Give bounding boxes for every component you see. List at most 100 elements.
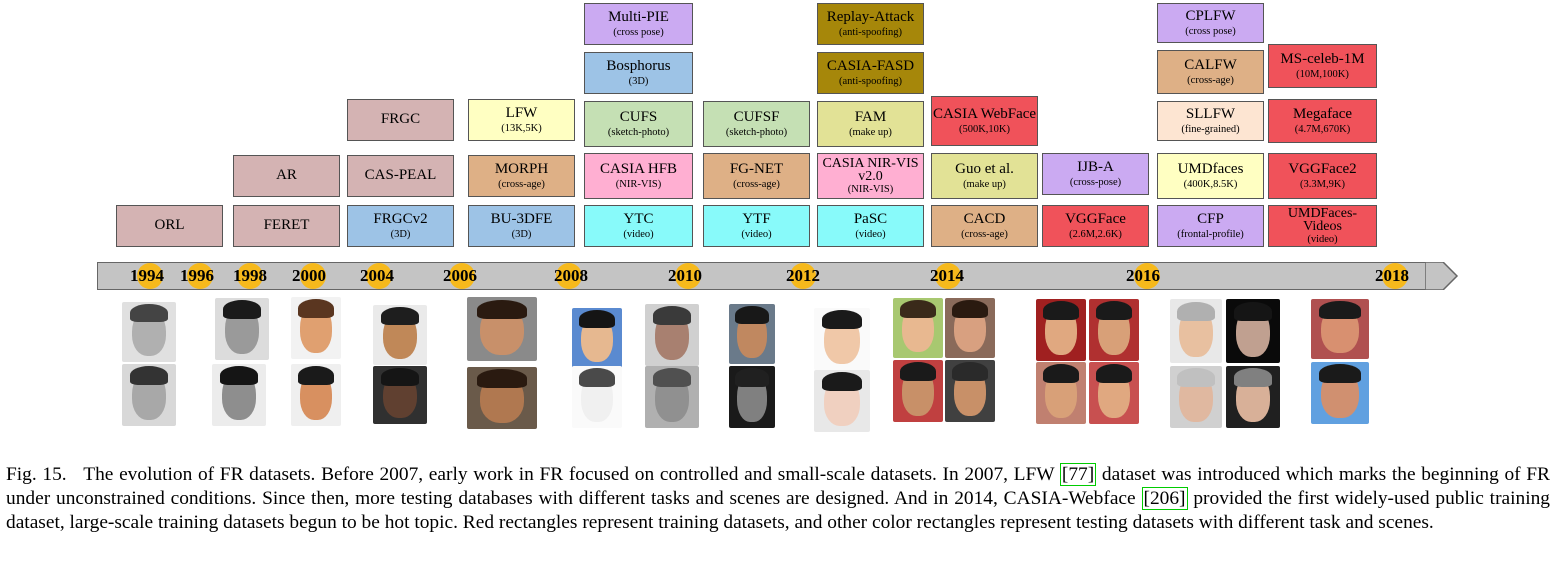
year-marker-dot (300, 263, 326, 289)
dataset-subtitle: (cross-age) (733, 178, 780, 190)
dataset-subtitle: (sketch-photo) (725, 126, 788, 138)
face-hair (652, 368, 692, 388)
dataset-box-fam: FAM (make up) (817, 101, 924, 147)
face-hair (129, 366, 169, 386)
year-label-2012: 2012 (786, 266, 820, 285)
dataset-box-ytf: YTF (video) (703, 205, 810, 247)
dataset-name: PaSC (853, 211, 888, 228)
face-photo (729, 366, 775, 428)
face-photo (1036, 299, 1086, 361)
dataset-name: CASIA HFB (599, 161, 678, 178)
dataset-name: ORL (154, 217, 185, 234)
citation-link-206[interactable]: [206] (1141, 487, 1188, 511)
dataset-box-cplfw: CPLFW (cross pose) (1157, 3, 1264, 43)
face-photo (291, 297, 341, 359)
face-photo (215, 298, 269, 360)
dataset-name: IJB-A (1077, 159, 1114, 176)
face-hair (579, 368, 615, 388)
face-photo (122, 302, 176, 362)
face-photo (212, 364, 266, 426)
year-label-2004: 2004 (360, 266, 394, 285)
dataset-subtitle: (3D) (628, 75, 649, 87)
face-photo (122, 364, 176, 426)
dataset-box-frgc: FRGC (347, 99, 454, 141)
dataset-name: YTF (742, 211, 771, 228)
face-photo (373, 305, 427, 365)
dataset-subtitle: (video) (741, 228, 772, 240)
dataset-subtitle: (3D) (511, 228, 532, 240)
year-marker-dot (187, 263, 213, 289)
dataset-subtitle: (fine-grained) (1181, 123, 1240, 135)
dataset-subtitle: (4.7M,670K) (1294, 123, 1351, 135)
dataset-box-cufsf: CUFSF (sketch-photo) (703, 101, 810, 147)
citation-link-77[interactable]: [77] (1059, 463, 1097, 486)
face-photo (373, 366, 427, 424)
dataset-name: CUFS (619, 109, 658, 126)
dataset-subtitle: (3.3M,9K) (1300, 178, 1345, 190)
face-hair (298, 299, 334, 319)
dataset-name: Guo et al. (955, 161, 1014, 178)
year-label-2018: 2018 (1375, 266, 1409, 285)
face-photo (1311, 299, 1369, 359)
face-photo (729, 304, 775, 364)
dataset-box-cufs: CUFS (sketch-photo) (584, 101, 693, 147)
dataset-subtitle: (10M,100K) (1296, 68, 1349, 80)
face-hair (735, 368, 769, 388)
face-hair (380, 307, 420, 326)
face-photo (572, 366, 622, 428)
dataset-box-megaface: Megaface (4.7M,670K) (1268, 99, 1377, 143)
dataset-name: CASIA WebFace (932, 106, 1037, 123)
dataset-subtitle: (cross-age) (961, 228, 1008, 240)
face-hair (1177, 368, 1215, 388)
dataset-box-calfw: CALFW (cross-age) (1157, 50, 1264, 94)
dataset-subtitle: (cross pose) (613, 26, 664, 38)
face-photo (467, 367, 537, 429)
dataset-name: FRGC (380, 111, 421, 128)
dataset-name: FRGCv2 (373, 211, 428, 228)
face-hair (735, 306, 769, 325)
dataset-box-sllfw: SLLFW (fine-grained) (1157, 101, 1264, 141)
face-photo (814, 370, 870, 432)
dataset-subtitle: (3D) (390, 228, 411, 240)
dataset-name: LFW (505, 105, 538, 122)
dataset-box-replay-attack: Replay-Attack (anti-spoofing) (817, 3, 924, 45)
face-photo (893, 360, 943, 422)
dataset-name: CUFSF (733, 109, 780, 126)
year-marker-dot (556, 263, 582, 289)
dataset-name: CACD (963, 211, 1006, 228)
dataset-subtitle: (video) (1307, 233, 1338, 245)
dataset-name: Replay-Attack (826, 9, 915, 26)
face-photo (1089, 362, 1139, 424)
dataset-box-umdfaces-videos: UMDFaces-Videos (video) (1268, 205, 1377, 247)
dataset-subtitle: (NIR-VIS) (615, 178, 662, 190)
year-label-2014: 2014 (930, 266, 964, 285)
timeline-arrowhead (1425, 262, 1459, 290)
dataset-name: FAM (854, 109, 887, 126)
face-hair (1096, 301, 1132, 321)
face-hair (652, 306, 692, 326)
face-hair (952, 362, 988, 382)
dataset-subtitle: (2.6M,2.6K) (1069, 228, 1122, 240)
face-photo (814, 308, 870, 370)
dataset-name: VGGFace (1065, 211, 1126, 228)
face-photo (645, 304, 699, 366)
dataset-name: SLLFW (1185, 106, 1236, 123)
dataset-name: UMDFaces-Videos (1287, 205, 1358, 234)
face-hair (129, 304, 169, 323)
dataset-box-pasc: PaSC (video) (817, 205, 924, 247)
dataset-box-ar: AR (233, 155, 340, 197)
dataset-box-morph: MORPH (cross-age) (468, 155, 575, 197)
face-hair (1043, 301, 1079, 321)
dataset-box-ms-celeb-1m: MS-celeb-1M (10M,100K) (1268, 44, 1377, 88)
face-hair (476, 299, 528, 319)
face-photo (645, 366, 699, 428)
face-photo (1036, 362, 1086, 424)
year-marker-dot (449, 263, 475, 289)
dataset-box-casia-nir-vis-v2-0: CASIA NIR-VIS v2.0 (NIR-VIS) (817, 153, 924, 199)
dataset-name: CASIA-FASD (826, 58, 915, 75)
caption-label: Fig. 15. (6, 464, 67, 485)
face-photo (1311, 362, 1369, 424)
caption-text-3: provided the first widely-used public tr… (6, 488, 1550, 534)
dataset-subtitle: (cross-pose) (1069, 176, 1122, 188)
dataset-name: Multi-PIE (608, 9, 669, 26)
